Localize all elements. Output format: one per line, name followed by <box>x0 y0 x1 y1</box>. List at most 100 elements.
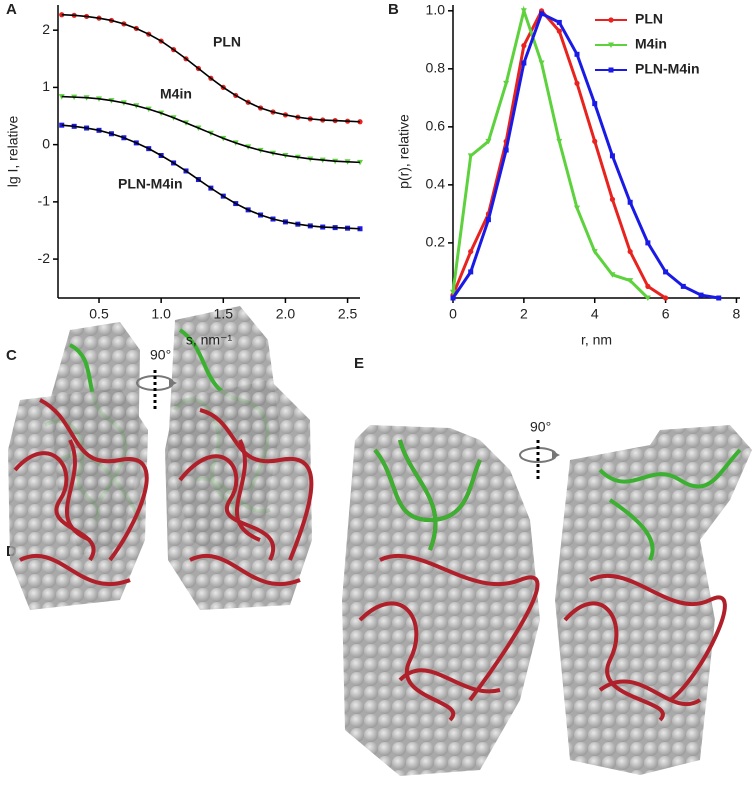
legend-label: PLN <box>635 11 663 27</box>
marker <box>592 101 598 107</box>
marker <box>608 67 614 73</box>
x-tick-label: 2.0 <box>276 306 296 322</box>
series-annotation: PLN <box>213 34 241 50</box>
marker <box>485 217 491 223</box>
model-e-left <box>342 425 540 776</box>
x-tick-label: 1.5 <box>214 306 234 322</box>
y-tick-label: 1 <box>42 78 50 94</box>
marker <box>538 60 545 67</box>
marker <box>574 80 580 86</box>
x-tick-label: 0 <box>449 306 457 322</box>
y-axis-label: p(r), relative <box>396 114 412 189</box>
series <box>58 94 363 166</box>
marker <box>521 43 527 49</box>
marker <box>556 19 562 25</box>
marker <box>556 138 563 145</box>
marker <box>450 295 456 301</box>
panel-label: E <box>354 355 364 372</box>
marker <box>645 240 651 246</box>
panel-label: B <box>388 1 399 18</box>
y-tick-label: 2 <box>42 21 50 37</box>
x-tick-label: 0.5 <box>89 306 109 322</box>
fit-line <box>61 13 361 123</box>
fit-line <box>61 96 361 163</box>
x-tick-label: 4 <box>591 306 599 322</box>
series <box>450 8 669 301</box>
model-d-left <box>8 388 149 610</box>
marker <box>627 278 634 284</box>
marker <box>645 283 651 289</box>
marker <box>485 138 492 145</box>
marker <box>574 205 581 212</box>
series-line <box>451 5 649 300</box>
marker <box>627 248 633 255</box>
legend-label: M4in <box>635 36 667 52</box>
marker <box>520 8 527 14</box>
y-axis-label: lg I, relative <box>5 115 21 187</box>
marker <box>503 147 509 153</box>
series <box>59 12 363 125</box>
fit-line <box>61 124 361 230</box>
model-e-right <box>555 425 752 775</box>
marker <box>608 42 614 48</box>
marker <box>644 295 651 301</box>
series-annotation: PLN-M4in <box>118 176 183 192</box>
marker <box>574 51 580 57</box>
marker <box>357 159 363 166</box>
marker <box>592 138 598 144</box>
x-tick-label: 8 <box>733 306 741 322</box>
model-d-right <box>165 380 314 610</box>
marker <box>609 153 615 159</box>
y-tick-label: 1.0 <box>426 2 446 18</box>
marker <box>662 295 669 301</box>
x-tick-label: 2 <box>520 306 528 322</box>
marker <box>609 196 616 202</box>
marker <box>716 295 722 301</box>
series <box>450 11 722 301</box>
x-axis-label: s, nm⁻¹ <box>186 332 233 348</box>
series-line <box>451 8 667 300</box>
marker <box>503 80 510 87</box>
fit-line <box>61 14 361 123</box>
x-axis-label: r, nm <box>581 332 612 348</box>
y-tick-label: 0 <box>42 135 50 151</box>
rotation-label: 90° <box>150 347 171 363</box>
rotation-symbol: 90° <box>519 419 560 482</box>
x-tick-label: 1.0 <box>151 306 171 322</box>
marker <box>539 11 545 17</box>
marker <box>663 269 669 275</box>
marker <box>556 28 562 34</box>
fit-line <box>61 95 361 164</box>
marker <box>591 249 598 255</box>
marker <box>627 199 633 205</box>
marker <box>59 12 65 18</box>
marker <box>468 269 474 275</box>
y-tick-label: 0.4 <box>426 176 446 192</box>
x-tick-label: 2.5 <box>338 306 358 322</box>
x-tick-label: 6 <box>662 306 670 322</box>
series <box>450 5 651 301</box>
y-tick-label: 0.2 <box>426 234 446 250</box>
series <box>59 122 363 232</box>
marker <box>609 272 616 278</box>
y-tick-label: 0.8 <box>426 60 446 76</box>
y-tick-label: 0.6 <box>426 118 446 134</box>
fit-line <box>61 124 361 230</box>
marker <box>698 292 704 298</box>
marker <box>468 248 474 255</box>
marker <box>450 289 456 296</box>
marker <box>467 153 474 159</box>
series-line <box>451 11 719 300</box>
marker <box>521 60 527 66</box>
y-tick-label: -2 <box>38 250 51 266</box>
panel-label: A <box>6 1 17 18</box>
rotation-label: 90° <box>530 419 551 435</box>
y-tick-label: -1 <box>38 193 51 209</box>
marker <box>608 17 614 23</box>
marker <box>680 283 686 289</box>
rotation-symbol: 90° <box>136 347 177 410</box>
panel-label: C <box>6 347 17 364</box>
legend-label: PLN-M4in <box>635 61 700 77</box>
